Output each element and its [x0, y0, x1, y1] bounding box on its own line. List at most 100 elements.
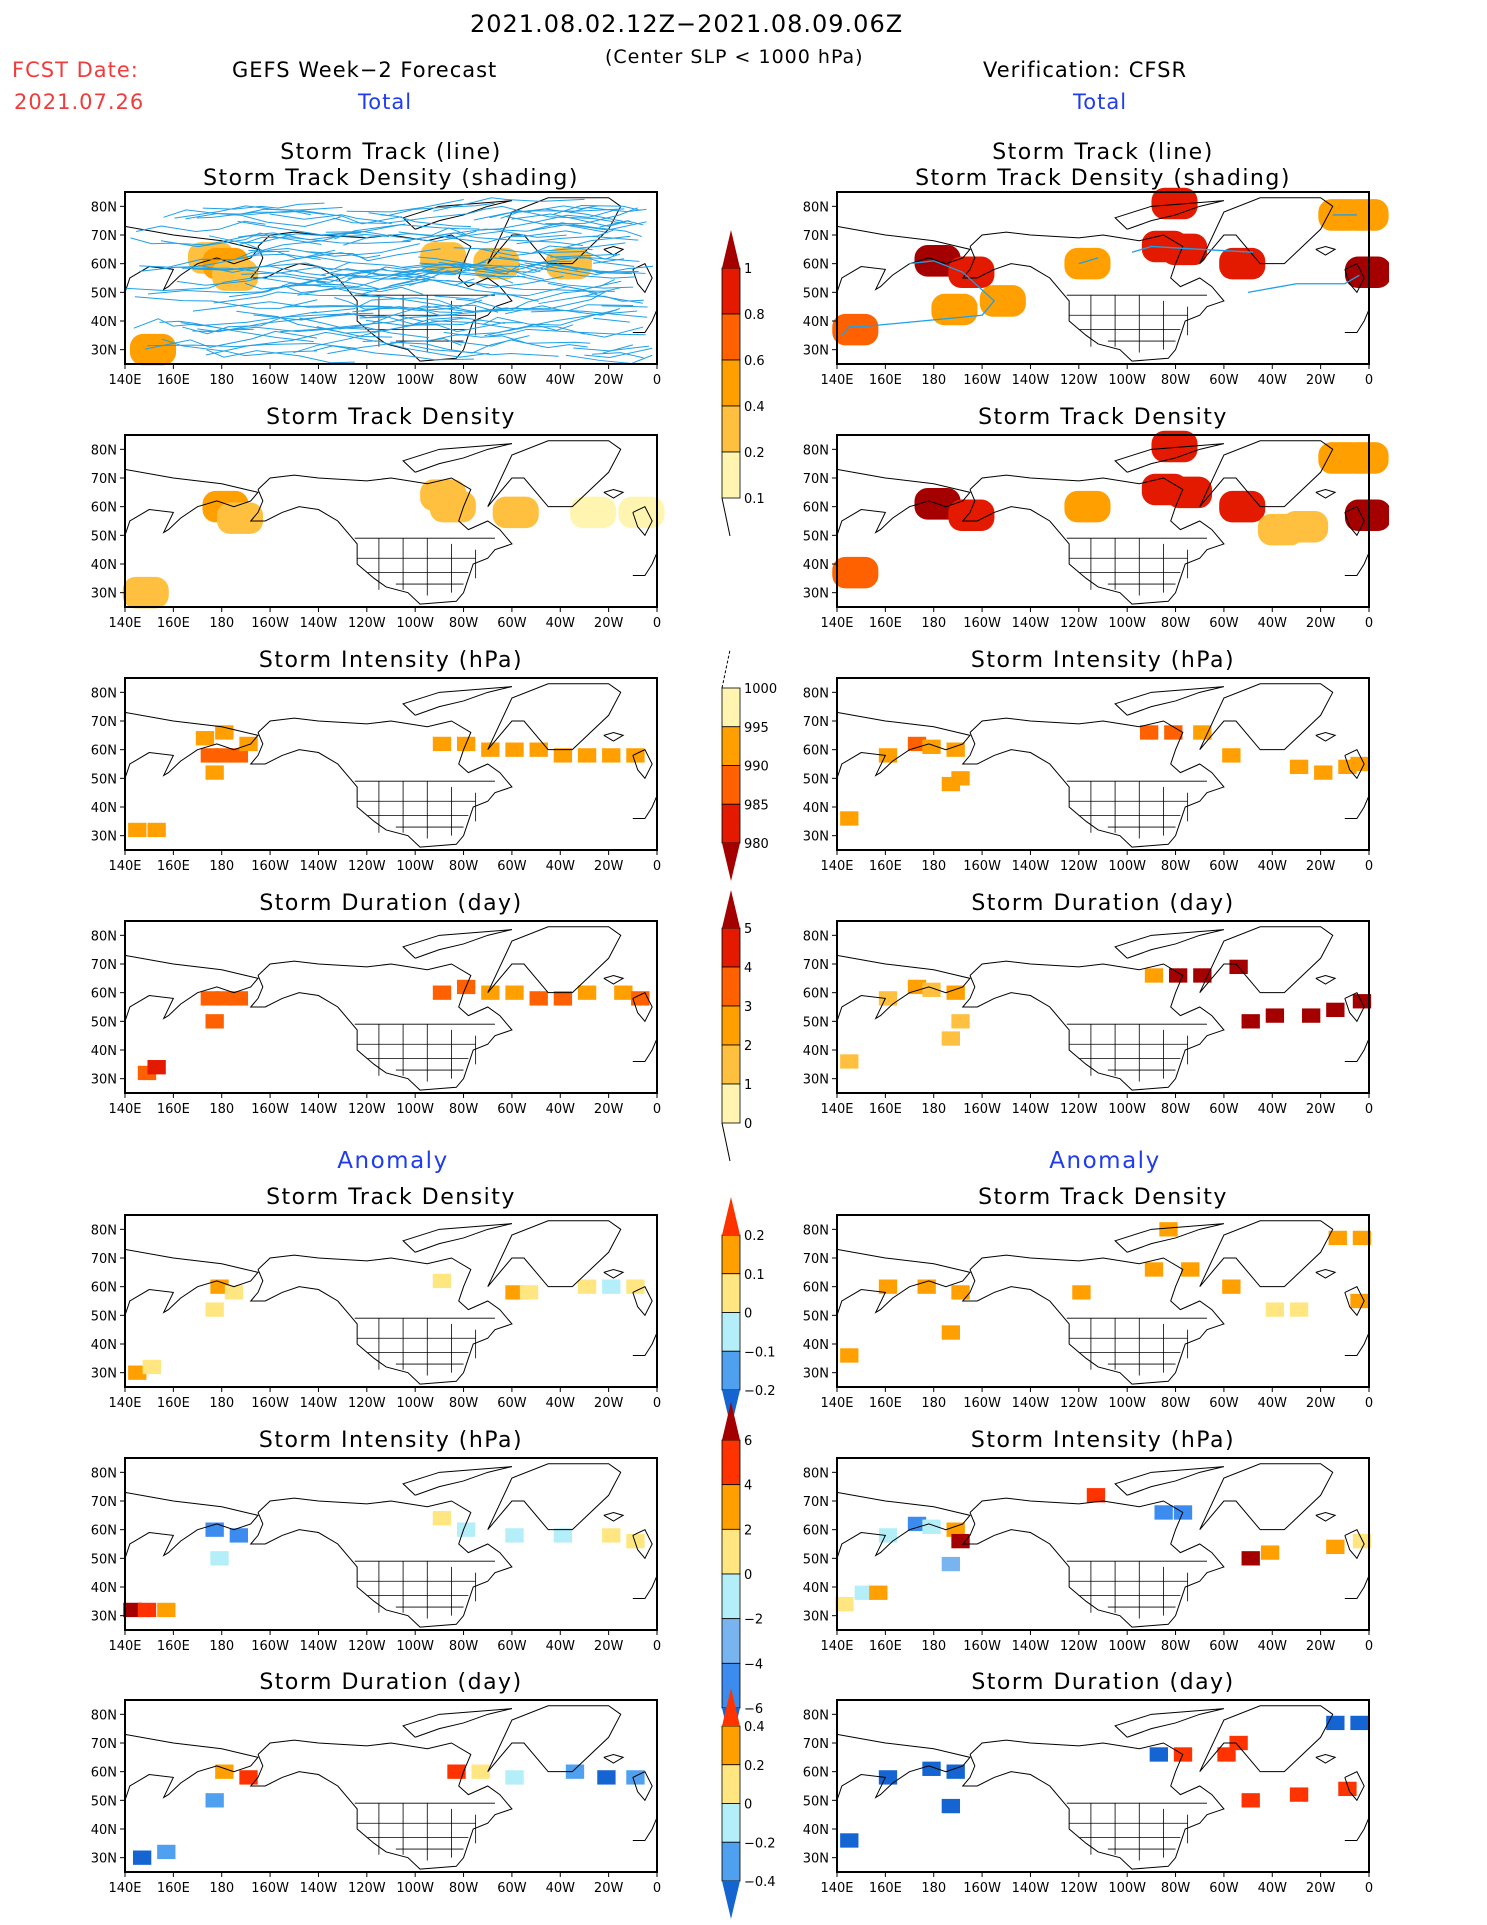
lon-tick-label: 20W — [1306, 1396, 1336, 1411]
panel-title: Storm Track (line) — [992, 140, 1214, 165]
coastline — [1199, 440, 1334, 508]
lon-tick-label: 0 — [1365, 373, 1373, 388]
storm-track-line — [248, 249, 381, 260]
lat-tick-label: 50N — [803, 1015, 829, 1030]
shaded-cell — [481, 742, 500, 757]
lon-tick-label: 140E — [108, 1881, 141, 1896]
shaded-cell — [1241, 1793, 1260, 1808]
colorbar-label: −0.2 — [744, 1384, 776, 1399]
shaded-cell — [1352, 1533, 1372, 1549]
storm-track-line — [547, 282, 643, 304]
shaded-cell — [570, 496, 617, 529]
storm-track-line — [206, 349, 355, 364]
lon-tick-label: 40W — [1258, 1881, 1288, 1896]
lat-tick-label: 50N — [91, 1552, 117, 1567]
lon-tick-label: 20W — [594, 373, 624, 388]
shaded-cell — [1289, 759, 1309, 775]
lon-tick-label: 80W — [449, 1639, 479, 1654]
storm-track-line — [601, 305, 648, 308]
shaded-cell — [553, 991, 573, 1006]
lat-tick-label: 60N — [803, 987, 829, 1002]
colorbar-label: 985 — [744, 798, 769, 813]
storm-track-line — [498, 309, 648, 318]
coastline — [603, 1511, 625, 1522]
lat-tick-label: 40N — [91, 1823, 117, 1838]
coastline — [124, 711, 259, 779]
lon-tick-label: 0 — [653, 1396, 661, 1411]
shaded-cell — [1241, 1014, 1260, 1029]
panel-title: Storm Duration (day) — [971, 1670, 1235, 1695]
shaded-cell — [840, 1054, 859, 1069]
map-frame — [124, 1214, 658, 1388]
shaded-cell — [946, 985, 965, 1000]
lon-tick-label: 0 — [653, 1881, 661, 1896]
storm-track-line — [244, 232, 390, 251]
colorbar-intensity: 1000 995 990 985 980 — [721, 649, 777, 881]
colorbar-duration: 5 4 3 2 1 0 — [721, 890, 752, 1162]
lat-tick-label: 30N — [803, 830, 829, 845]
storm-track-line — [213, 291, 382, 304]
storm-track-line — [176, 275, 326, 286]
lon-tick-label: 160E — [157, 1881, 190, 1896]
lon-tick-label: 160W — [963, 373, 1001, 388]
shaded-cell — [147, 822, 166, 838]
storm-track-line — [236, 310, 393, 338]
colorbar-band — [721, 765, 741, 805]
lon-tick-label: 160W — [963, 859, 1001, 874]
lat-tick-label: 80N — [91, 1708, 117, 1723]
coastline — [124, 1733, 259, 1801]
colorbar-label: 0.1 — [744, 492, 765, 507]
lon-tick-label: 160E — [869, 859, 902, 874]
storm-track-line — [293, 317, 467, 354]
storm-track-line — [599, 220, 644, 228]
lon-tick-label: 160W — [251, 616, 289, 631]
lon-tick-label: 60W — [1209, 1639, 1239, 1654]
coastline — [961, 960, 1225, 1091]
storm-track-line — [185, 212, 341, 227]
panel-title: Storm Duration (day) — [971, 891, 1235, 916]
storm-track-line — [334, 297, 463, 314]
storm-track-line — [198, 249, 336, 273]
lon-tick-label: 120W — [348, 859, 386, 874]
storm-track-line — [430, 320, 574, 331]
colorbar-band — [721, 1350, 741, 1391]
lon-tick-label: 80W — [449, 1396, 479, 1411]
colorbar-label: 0.2 — [744, 1229, 765, 1244]
map-panel-forecast-anomaly-intensity: 80N 70N 60N 50N 40N 30N 140E 160E 180 160W 140W 120… — [91, 1457, 661, 1654]
lon-tick-label: 40W — [1258, 1102, 1288, 1117]
storm-track-line — [244, 268, 385, 290]
coastline — [632, 749, 653, 780]
colorbar-label: 2 — [744, 1523, 752, 1538]
coastline — [632, 309, 658, 333]
lat-tick-label: 60N — [803, 1281, 829, 1296]
colorbar-label: −0.2 — [744, 1836, 776, 1851]
shaded-cell — [553, 748, 573, 763]
panel-title: Storm Track Density — [266, 1185, 516, 1210]
storm-track-line — [147, 342, 357, 349]
lon-tick-label: 60W — [497, 1881, 527, 1896]
shaded-cell — [1352, 1230, 1372, 1246]
colorbar-band — [721, 1803, 741, 1843]
lon-tick-label: 0 — [653, 616, 661, 631]
colorbar-band — [721, 927, 741, 968]
lat-tick-label: 60N — [91, 501, 117, 516]
shaded-cell — [907, 979, 927, 995]
storm-track-line — [316, 268, 445, 288]
lon-tick-label: 0 — [653, 373, 661, 388]
colorbar-label: 1 — [744, 262, 752, 277]
coastline — [249, 1739, 513, 1870]
coastline — [632, 1529, 653, 1560]
lon-tick-label: 180 — [921, 373, 946, 388]
lat-tick-label: 50N — [91, 1794, 117, 1809]
map-frame — [124, 920, 658, 1094]
colorbar-band — [721, 1725, 741, 1766]
lon-tick-label: 60W — [1209, 616, 1239, 631]
colorbar-label: 0.6 — [744, 354, 765, 369]
panel-title: Storm Track Density (shading) — [915, 166, 1291, 191]
shaded-cell — [1181, 1262, 1200, 1277]
coastline — [1344, 992, 1365, 1023]
coastline — [836, 225, 971, 293]
lon-tick-label: 140W — [1012, 1881, 1050, 1896]
shaded-cell — [553, 1528, 573, 1543]
shaded-cell — [1326, 1715, 1345, 1731]
